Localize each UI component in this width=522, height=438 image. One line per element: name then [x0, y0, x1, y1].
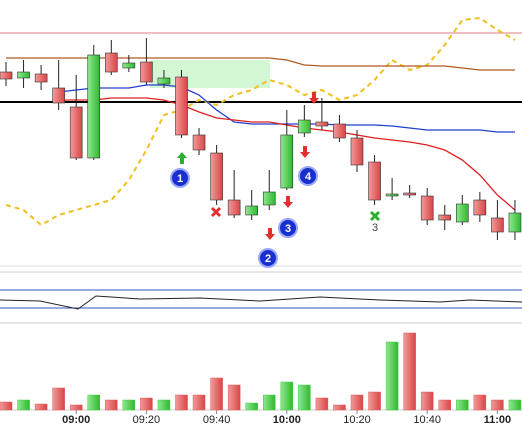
- volume-bar: [298, 384, 311, 411]
- signal-number: 4: [305, 171, 312, 183]
- volume-bar: [210, 377, 223, 411]
- volume-bar: [420, 391, 434, 411]
- candle-body: [262, 191, 276, 206]
- volume-bar: [403, 332, 416, 411]
- candle-body: [491, 217, 504, 233]
- candle-body: [455, 203, 469, 223]
- candle-body: [508, 212, 522, 233]
- volume-bar: [280, 381, 294, 411]
- candle-body: [69, 106, 83, 159]
- volume-bar: [122, 399, 136, 411]
- candle-body: [192, 134, 206, 151]
- volume-bar: [508, 399, 522, 411]
- volume-bar: [34, 403, 48, 411]
- x-tick-label: 09:40: [203, 414, 231, 426]
- signal-badge: [170, 168, 190, 188]
- volume-bar: [69, 404, 83, 411]
- volume-bar: [350, 394, 364, 411]
- volume-bar: [87, 394, 100, 411]
- arrow-down: [309, 92, 319, 104]
- candle-body: [0, 71, 13, 80]
- volume-bar: [157, 399, 171, 411]
- arrow-down: [300, 146, 310, 158]
- x-tick-label: 10:40: [413, 414, 441, 426]
- candle-body: [403, 192, 416, 196]
- candle-body: [210, 152, 223, 201]
- candle-body: [105, 52, 118, 73]
- arrow-down: [265, 228, 275, 240]
- candle-body: [52, 87, 65, 104]
- signal-number: 3: [372, 222, 378, 234]
- arrow-down: [283, 196, 293, 208]
- volume-bar: [263, 394, 276, 411]
- candle-body: [175, 76, 188, 136]
- candle-body: [122, 62, 136, 69]
- x-tick-label: 10:20: [343, 414, 371, 426]
- candle-body: [34, 73, 48, 83]
- x-tick-label: 11:00: [484, 414, 512, 426]
- volume-bar: [385, 341, 399, 411]
- volume-bar: [438, 399, 451, 411]
- volume-bar: [473, 394, 487, 411]
- signal-number: 1: [177, 173, 183, 185]
- signal-badge: [298, 166, 318, 186]
- candle-body: [350, 137, 364, 166]
- volume-bar: [17, 399, 30, 411]
- indicator-line: [5, 16, 516, 227]
- candle-body: [298, 119, 311, 134]
- x-tick-label: 09:20: [133, 414, 161, 426]
- candle-body: [280, 134, 294, 189]
- x-tick-label: 10:00: [273, 414, 301, 426]
- volume-bar: [315, 397, 329, 411]
- candle-body: [473, 199, 487, 216]
- signal-badge: [258, 248, 278, 268]
- candle-body: [17, 71, 30, 79]
- candle-body: [315, 121, 329, 127]
- volume-bar: [192, 394, 206, 411]
- volume-bar: [245, 402, 258, 411]
- candle-body: [420, 195, 434, 221]
- volume-bar: [491, 399, 504, 411]
- volume-bar: [175, 394, 188, 411]
- candle-body: [87, 54, 101, 159]
- volume-bar: [368, 391, 381, 411]
- volume-bar: [456, 399, 469, 411]
- arrow-up: [177, 152, 187, 164]
- volume-bar: [227, 384, 241, 411]
- cross: [369, 210, 381, 222]
- candle-body: [157, 77, 171, 85]
- candle-body: [227, 199, 241, 216]
- signal-number: 3: [285, 223, 291, 235]
- candle-body: [438, 214, 452, 221]
- candle-body: [140, 61, 153, 83]
- signal-number: 2: [265, 253, 271, 265]
- candle-body: [333, 123, 346, 139]
- volume-bar: [52, 387, 65, 411]
- volume-bar: [0, 401, 13, 411]
- x-tick-label: 09:00: [62, 414, 90, 426]
- oscillator-line: [0, 295, 522, 310]
- candle-body: [368, 161, 381, 201]
- volume-bar: [140, 397, 153, 411]
- volume-bar: [105, 399, 118, 411]
- candle-body: [245, 205, 258, 216]
- signal-badge: [278, 218, 298, 238]
- volume-bar: [333, 404, 346, 411]
- candle-body: [385, 193, 399, 197]
- cross: [210, 206, 222, 218]
